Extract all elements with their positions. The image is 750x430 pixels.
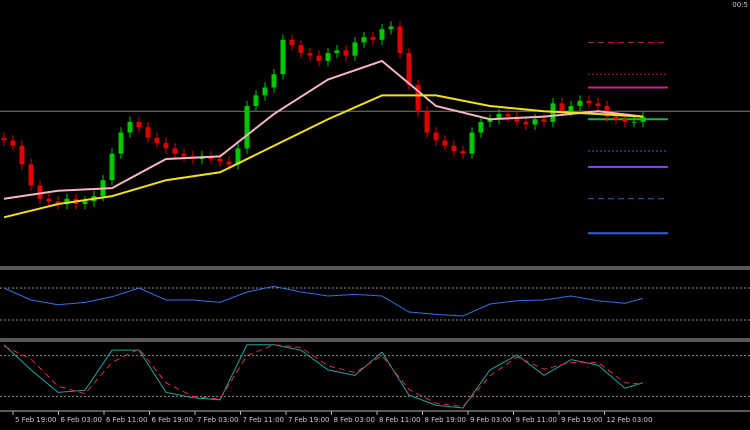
candle-body	[154, 137, 160, 144]
candle-body	[289, 39, 295, 46]
indicator-line	[3, 344, 644, 408]
indicator-line	[3, 285, 644, 317]
candle-body	[613, 116, 619, 120]
candle-body	[127, 121, 133, 133]
candle-body	[586, 100, 592, 104]
candle-body	[145, 127, 151, 138]
indicator-line	[3, 344, 644, 409]
candle-body	[370, 37, 376, 40]
candle-body	[181, 153, 187, 157]
candle-body	[172, 148, 178, 154]
candle-body	[541, 119, 547, 122]
candle-body	[163, 143, 169, 149]
candle-body	[280, 39, 286, 75]
candle-body	[64, 198, 70, 205]
candle-body	[514, 116, 520, 122]
time-label: 12 Feb 03:00	[607, 416, 653, 424]
candle-body	[28, 164, 34, 186]
time-label: 8 Feb 19:00	[425, 416, 466, 424]
time-label: 9 Feb 03:00	[470, 416, 511, 424]
time-label: 7 Feb 11:00	[243, 416, 284, 424]
candle-body	[46, 198, 52, 202]
candle-body	[136, 121, 142, 128]
candle-body	[442, 140, 448, 146]
candle-body	[487, 119, 493, 122]
candle-body	[217, 159, 223, 162]
candle-body	[226, 161, 232, 165]
candle-body	[559, 103, 565, 112]
time-label: 8 Feb 03:00	[334, 416, 375, 424]
candle-body	[604, 106, 610, 117]
candle-body	[406, 53, 412, 85]
candle-body	[19, 145, 25, 165]
time-label: 7 Feb 19:00	[288, 416, 329, 424]
candle-body	[262, 87, 268, 96]
candle-body	[316, 55, 322, 61]
candle-body	[451, 145, 457, 152]
clock: 00:5	[732, 1, 748, 9]
candle-body	[460, 151, 466, 154]
candle-body	[244, 106, 250, 149]
candle-body	[352, 42, 358, 56]
time-label: 6 Feb 11:00	[106, 416, 147, 424]
candle-body	[622, 119, 628, 122]
candle-body	[388, 26, 394, 30]
time-label: 9 Feb 11:00	[516, 416, 557, 424]
candle-body	[415, 84, 421, 112]
candle-body	[379, 29, 385, 40]
candle-body	[424, 111, 430, 133]
candle-body	[235, 148, 241, 165]
candle-body	[631, 121, 637, 123]
candle-body	[361, 37, 367, 43]
candle-body	[568, 106, 574, 112]
candle-body	[271, 74, 277, 88]
time-label: 9 Feb 19:00	[561, 416, 602, 424]
candle-body	[496, 113, 502, 120]
moving-average	[3, 94, 644, 219]
candle-body	[523, 121, 529, 125]
candle-body	[532, 119, 538, 125]
time-label: 8 Feb 11:00	[379, 416, 420, 424]
time-label: 5 Feb 19:00	[15, 416, 56, 424]
candle-body	[595, 103, 601, 106]
moving-average	[3, 59, 644, 200]
candle-body	[37, 185, 43, 199]
candle-body	[334, 50, 340, 53]
candle-body	[82, 201, 88, 205]
candle-body	[325, 53, 331, 61]
candle-body	[397, 26, 403, 53]
candle-body	[478, 121, 484, 133]
candle-body	[109, 153, 115, 181]
candle-body	[577, 100, 583, 106]
candle-body	[10, 140, 16, 146]
time-label: 6 Feb 03:00	[61, 416, 102, 424]
candle-body	[1, 137, 7, 141]
candle-body	[253, 95, 259, 106]
candle-body	[469, 132, 475, 154]
candle-body	[298, 45, 304, 53]
candle-body	[343, 50, 349, 56]
time-label: 7 Feb 03:00	[197, 416, 238, 424]
candle-body	[55, 201, 61, 205]
candle-body	[118, 132, 124, 154]
time-label: 6 Feb 19:00	[152, 416, 193, 424]
candle-body	[505, 113, 511, 117]
candle-body	[307, 53, 313, 56]
candle-body	[640, 116, 646, 122]
candle-body	[433, 132, 439, 141]
